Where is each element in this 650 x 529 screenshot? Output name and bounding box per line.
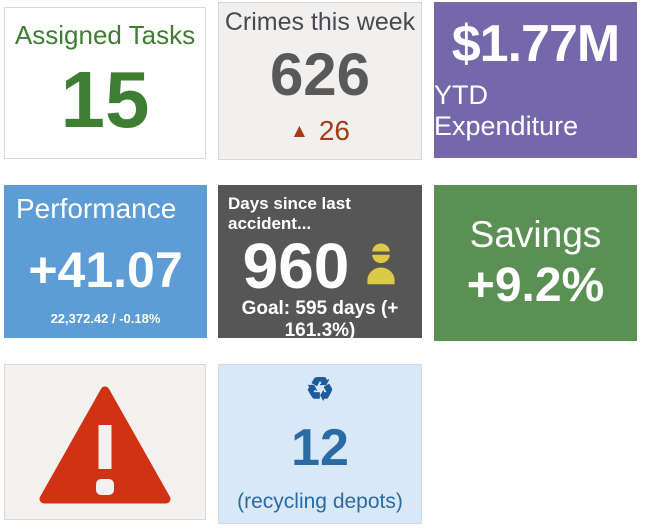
tile-warning: [4, 364, 206, 520]
crimes-value: 626: [269, 41, 371, 108]
recycling-value: 12: [291, 418, 349, 477]
recycling-label: (recycling depots): [237, 490, 403, 513]
tile-savings: Savings +9.2%: [434, 185, 637, 341]
savings-value: +9.2%: [466, 258, 605, 312]
savings-title: Savings: [469, 213, 602, 255]
up-arrow-icon: ▲: [290, 120, 309, 142]
crimes-delta-value: 26: [318, 115, 350, 146]
performance-detail: 22,372.42 / -0.18%: [50, 311, 161, 326]
expenditure-label: YTD Expenditure: [434, 80, 579, 141]
days-accident-main: 960: [218, 234, 422, 298]
tile-recycling-depots: ♻ 12 (recycling depots): [218, 364, 422, 524]
tile-performance: Performance +41.07 22,372.42 / -0.18%: [4, 185, 207, 338]
crimes-title: Crimes this week: [224, 8, 416, 36]
days-accident-goal: Goal: 595 days (+ 161.3%): [241, 298, 399, 341]
person-icon: [365, 241, 397, 291]
tile-days-since-accident: Days since last accident... 960 Goal: 59…: [218, 185, 422, 341]
performance-value: +41.07: [28, 242, 183, 298]
assigned-tasks-value: 15: [60, 54, 150, 144]
days-accident-title: Days since last accident...: [228, 194, 351, 233]
crimes-delta: ▲ 26: [290, 115, 350, 147]
assigned-tasks-title: Assigned Tasks: [14, 20, 196, 50]
warning-triangle-icon: [38, 383, 172, 519]
tile-ytd-expenditure: $1.77M YTD Expenditure: [434, 2, 637, 158]
expenditure-value: $1.77M: [451, 15, 620, 73]
tile-assigned-tasks: Assigned Tasks 15: [4, 7, 206, 159]
days-accident-value: 960: [242, 230, 350, 302]
recycle-icon: ♻: [305, 371, 335, 407]
tile-crimes-this-week: Crimes this week 626 ▲ 26: [218, 2, 422, 160]
performance-title: Performance: [16, 193, 177, 224]
